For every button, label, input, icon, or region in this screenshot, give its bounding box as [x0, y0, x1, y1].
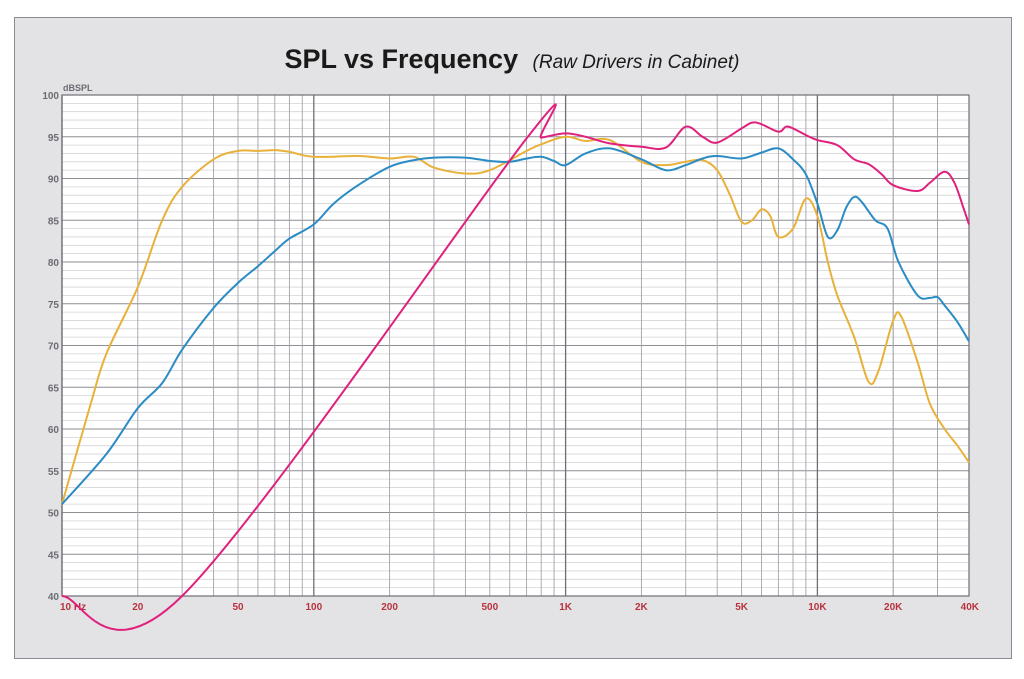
- x-tick-label: 200: [381, 602, 398, 613]
- y-tick-label: 95: [48, 133, 60, 144]
- x-tick-label: 20: [132, 602, 144, 613]
- y-tick-label: 40: [48, 592, 60, 603]
- y-tick-label: 50: [48, 509, 60, 520]
- x-tick-label: 10K: [808, 602, 827, 613]
- x-tick-label: 20K: [884, 602, 903, 613]
- x-tick-label: 1K: [559, 602, 573, 613]
- x-tick-label: 10 Hz: [60, 602, 86, 613]
- y-tick-label: 55: [48, 467, 60, 478]
- y-tick-label: 85: [48, 216, 60, 227]
- x-tick-label: 5K: [735, 602, 749, 613]
- x-tick-label: 2K: [635, 602, 649, 613]
- series-lines: [61, 103, 970, 631]
- series-line-1: [61, 135, 970, 505]
- y-tick-label: 80: [48, 258, 60, 269]
- series-line-2: [61, 147, 970, 505]
- x-tick-label: 100: [305, 602, 322, 613]
- x-tick-label: 50: [232, 602, 244, 613]
- chart-subtitle: (Raw Drivers in Cabinet): [533, 52, 740, 73]
- y-tick-label: 65: [48, 383, 60, 394]
- y-tick-label: 75: [48, 300, 60, 311]
- x-tick-label: 500: [481, 602, 498, 613]
- x-tick-label: 40K: [961, 602, 980, 613]
- y-tick-label: 100: [42, 91, 59, 102]
- series-line-3: [61, 103, 970, 631]
- y-tick-label: 70: [48, 342, 60, 353]
- y-tick-label: 60: [48, 425, 60, 436]
- chart-title-group: SPL vs Frequency (Raw Drivers in Cabinet…: [284, 44, 739, 74]
- grid: [61, 94, 970, 597]
- y-tick-label: 45: [48, 550, 60, 561]
- x-axis-ticks: 10 Hz 20 50 100 200 500 1K 2K 5K 10K 20K 40K: [60, 602, 980, 613]
- plot-border: [61, 94, 970, 597]
- y-tick-label: 90: [48, 175, 60, 186]
- y-axis-ticks: 40 45 50 55 60 65 70 75 80 85 90 95 100: [42, 91, 59, 603]
- chart-title: SPL vs Frequency: [284, 44, 518, 74]
- y-axis-unit-label: dBSPL: [63, 83, 93, 93]
